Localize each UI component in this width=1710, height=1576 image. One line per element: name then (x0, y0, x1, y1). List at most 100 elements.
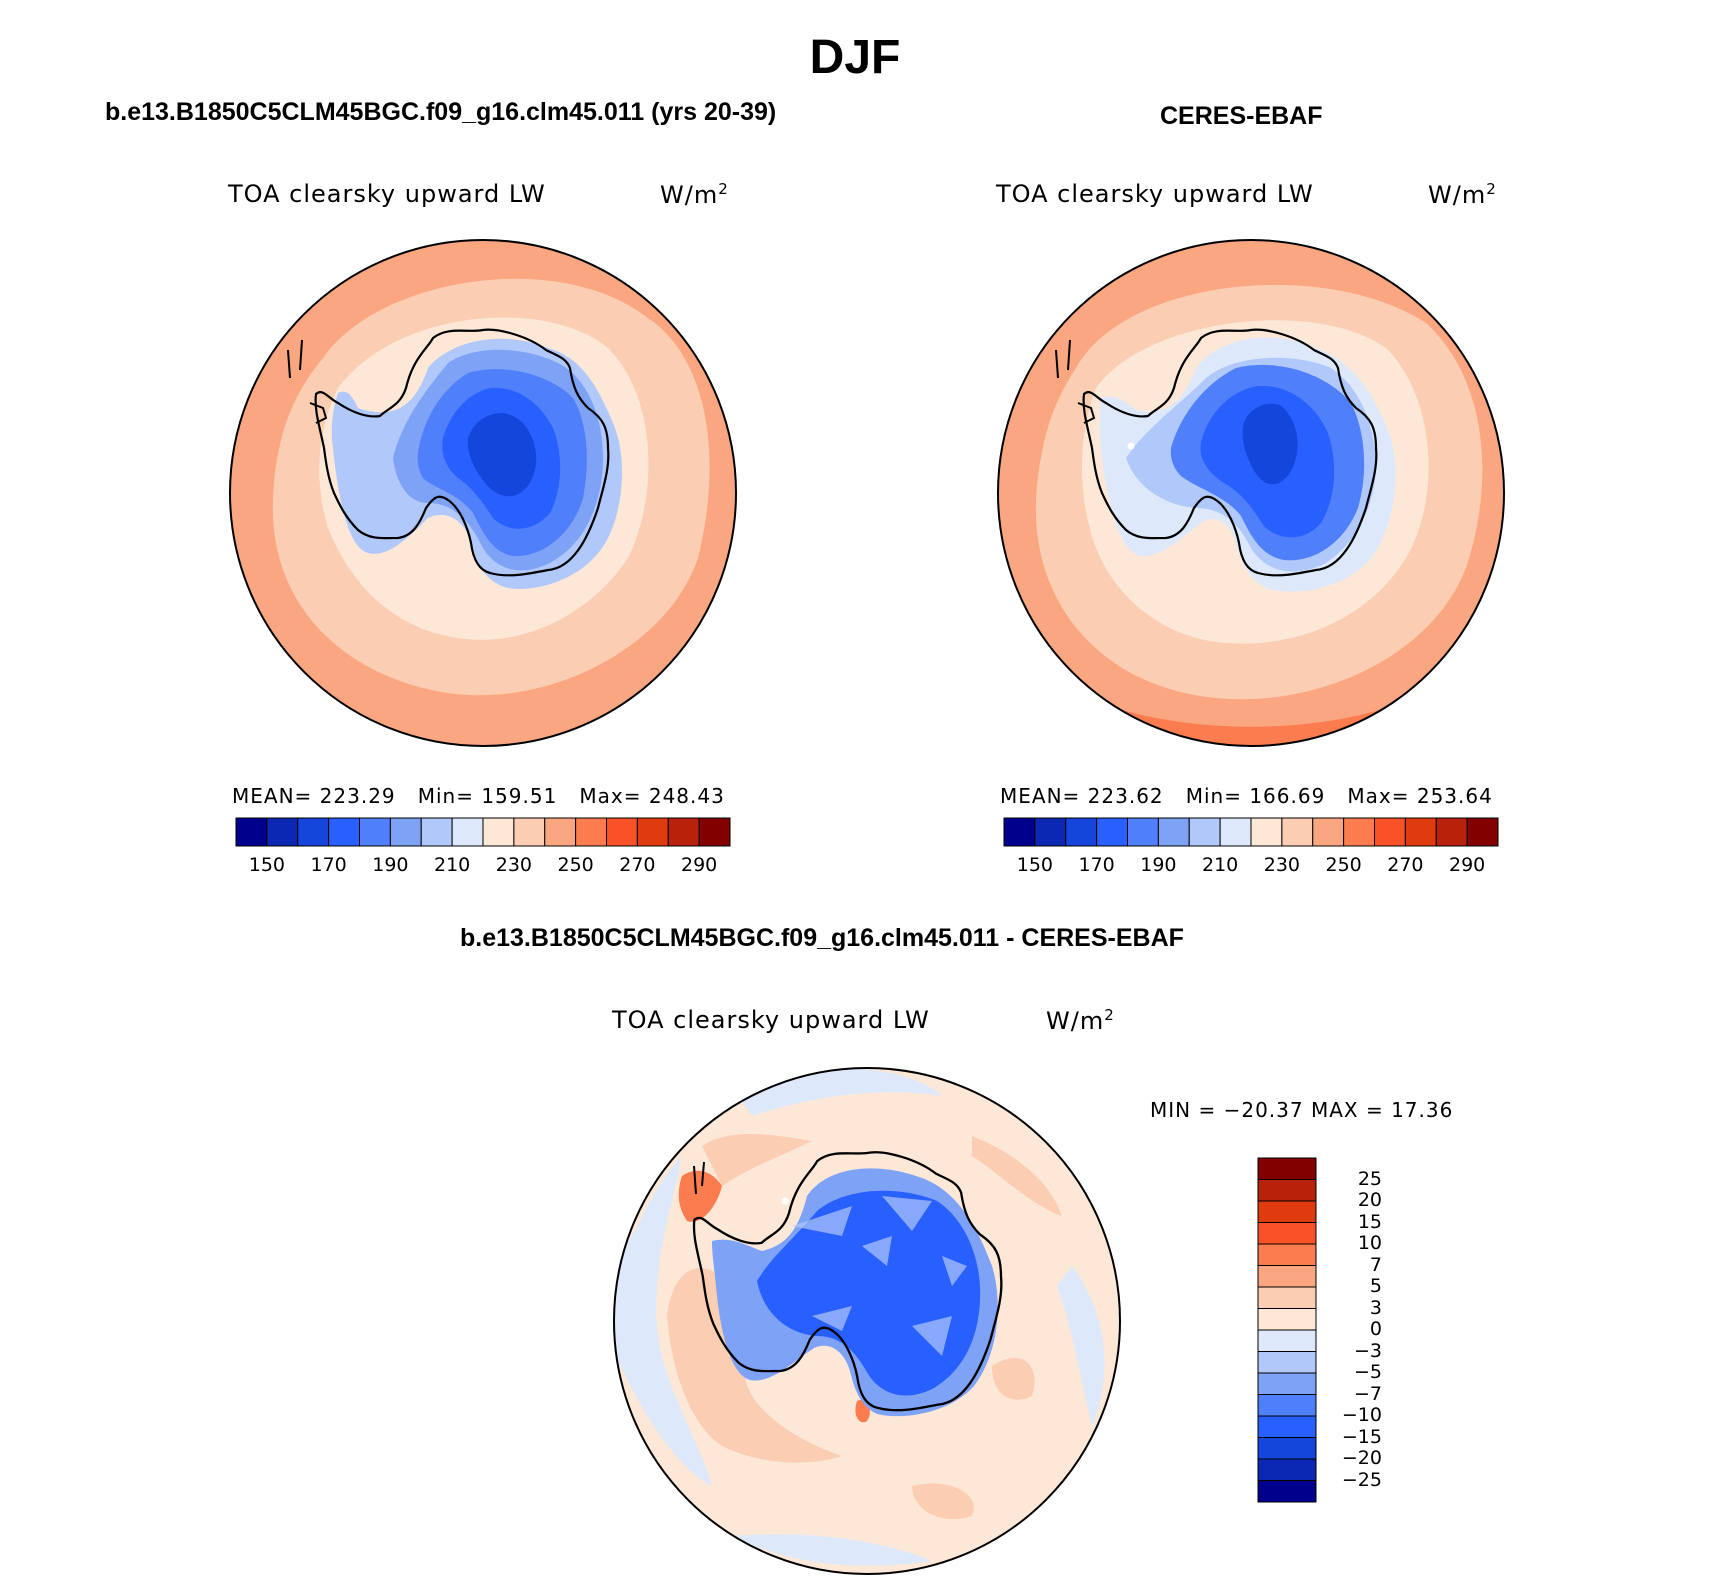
colorbar-swatch (1343, 817, 1375, 847)
antarctica-light-streaks (792, 1196, 967, 1356)
colorbar-swatch (1257, 1265, 1317, 1288)
panel2-variable-label: TOA clearsky upward LW (996, 180, 1314, 208)
colorbar-tick-label: 270 (619, 854, 656, 876)
colorbar-tick-label: 0 (1369, 1318, 1382, 1340)
colorbar-swatch (1257, 1415, 1317, 1438)
panel3-minmax: MIN = −20.37 MAX = 17.36 (1150, 1098, 1454, 1122)
panel2-units-label: W/m2 (1428, 180, 1497, 209)
colorbar-swatch (1281, 817, 1314, 847)
colorbar-tick-label: 25 (1357, 1167, 1382, 1190)
colorbar-tick-label: −5 (1353, 1361, 1382, 1383)
colorbar-swatch (667, 817, 700, 847)
antarctica-coastline (314, 328, 610, 577)
panel1-map (229, 239, 737, 747)
colorbar-swatch (1257, 1437, 1317, 1460)
panel3-variable-label: TOA clearsky upward LW (612, 1006, 930, 1034)
colorbar-swatch (451, 817, 484, 847)
panel3-title: b.e13.B1850C5CLM45BGC.f09_g16.clm45.011 … (460, 924, 1184, 952)
colorbar-swatch (1096, 817, 1128, 847)
colorbar-tick-label: 7 (1369, 1253, 1382, 1276)
colorbar-swatch (235, 817, 268, 847)
colorbar-swatch (1404, 817, 1437, 847)
panel1-units-label: W/m2 (660, 180, 729, 209)
colorbar-swatch (1257, 1222, 1317, 1245)
colorbar-tick-label: 250 (557, 854, 594, 876)
colorbar-tick-label: 150 (248, 854, 285, 876)
colorbar-tick-label: 170 (1078, 854, 1115, 876)
panel1-colorbar (235, 817, 731, 847)
panel1-title: b.e13.B1850C5CLM45BGC.f09_g16.clm45.011 … (105, 98, 777, 126)
colorbar-tick-label: 170 (310, 854, 347, 876)
colorbar-swatch (1257, 1458, 1317, 1481)
colorbar-swatch (1257, 1179, 1317, 1202)
colorbar-swatch (359, 817, 391, 847)
colorbar-swatch (1257, 1480, 1317, 1503)
panel2-stats: MEAN= 223.62 Min= 166.69 Max= 253.64 (1000, 784, 1493, 808)
page-title: DJF (809, 31, 901, 84)
colorbar-swatch (1466, 817, 1499, 847)
colorbar-swatch (482, 817, 515, 847)
colorbar-tick-label: 190 (372, 854, 409, 876)
colorbar-tick-label: 290 (680, 854, 718, 876)
antarctica-deep-blue (757, 1190, 981, 1396)
panel2-title: CERES-EBAF (1160, 102, 1323, 130)
colorbar-tick-label: 230 (1263, 854, 1300, 876)
panel1-max-value: 248.43 (648, 784, 725, 808)
panel2-max-value: 253.64 (1416, 784, 1493, 808)
panel3-colorbar-labels: 25 20 15 10 7 5 3 0 −3 −5 −7 −10 −15 −20 −25 (1326, 1158, 1416, 1502)
antarctica-coastline (692, 1151, 1003, 1412)
antarctica-coastline (1082, 328, 1378, 577)
colorbar-swatch (1003, 817, 1036, 847)
colorbar-tick-label: −15 (1341, 1425, 1382, 1448)
panel2-map (997, 239, 1505, 747)
colorbar-swatch (1257, 1286, 1317, 1309)
panel2-min-value: 166.69 (1249, 784, 1326, 808)
colorbar-tick-label: −25 (1341, 1468, 1382, 1491)
panel1-variable-label: TOA clearsky upward LW (228, 180, 546, 208)
colorbar-swatch (297, 817, 330, 847)
colorbar-swatch (1257, 1243, 1317, 1266)
colorbar-swatch (1257, 1329, 1317, 1352)
panel3-units-label: W/m2 (1046, 1006, 1115, 1035)
panel2-colorbar (1003, 817, 1499, 847)
colorbar-swatch (420, 817, 453, 847)
colorbar-swatch (389, 817, 422, 847)
colorbar-swatch (266, 817, 299, 847)
colorbar-swatch (1312, 817, 1345, 847)
colorbar-tick-label: −7 (1353, 1382, 1382, 1405)
colorbar-swatch (1034, 817, 1067, 847)
colorbar-tick-label: 20 (1357, 1189, 1382, 1211)
colorbar-swatch (1257, 1308, 1317, 1331)
colorbar-swatch (636, 817, 669, 847)
colorbar-tick-label: −3 (1353, 1339, 1382, 1362)
colorbar-swatch (1435, 817, 1468, 847)
panel1-stats: MEAN= 223.29 Min= 159.51 Max= 248.43 (232, 784, 725, 808)
colorbar-swatch (328, 817, 360, 847)
panel1-min-value: 159.51 (481, 784, 558, 808)
colorbar-swatch (1065, 817, 1098, 847)
colorbar-tick-label: 210 (433, 854, 471, 876)
colorbar-tick-label: 290 (1448, 854, 1486, 876)
colorbar-tick-label: 10 (1357, 1232, 1382, 1254)
colorbar-tick-label: 270 (1387, 854, 1424, 876)
colorbar-swatch (1250, 817, 1283, 847)
panel1-mean-value: 223.29 (319, 784, 396, 808)
panel3-map (613, 1067, 1121, 1575)
colorbar-swatch (1157, 817, 1190, 847)
colorbar-swatch (606, 817, 638, 847)
colorbar-swatch (1219, 817, 1252, 847)
colorbar-tick-label: 210 (1201, 854, 1239, 876)
colorbar-swatch (1127, 817, 1159, 847)
antarctica-darkest-blue (1242, 403, 1298, 485)
colorbar-swatch (1257, 1200, 1317, 1223)
colorbar-swatch (1257, 1372, 1317, 1395)
colorbar-swatch (1257, 1351, 1317, 1374)
colorbar-tick-label: 150 (1016, 854, 1053, 876)
antarctica-darkest-blue (467, 413, 537, 497)
panel3-colorbar (1257, 1157, 1317, 1503)
colorbar-swatch (544, 817, 577, 847)
colorbar-tick-label: 15 (1357, 1210, 1382, 1233)
colorbar-tick-label: 250 (1325, 854, 1362, 876)
colorbar-swatch (698, 817, 731, 847)
colorbar-swatch (1374, 817, 1406, 847)
